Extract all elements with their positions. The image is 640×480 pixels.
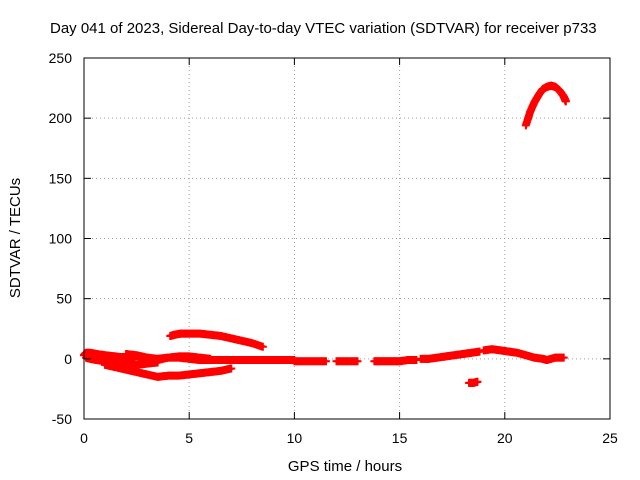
y-tick-label: 150 (49, 170, 73, 186)
y-tick-label: 0 (64, 351, 72, 367)
y-tick-label: 100 (49, 231, 73, 247)
data-point (258, 342, 267, 351)
series-track-g (332, 357, 362, 366)
data-point (353, 357, 362, 366)
x-tick-label: 15 (392, 430, 408, 446)
data-point (206, 354, 215, 363)
data-point (559, 353, 568, 362)
y-tick-label: 250 (49, 50, 73, 66)
series-track-f (290, 357, 330, 366)
data-point (321, 357, 330, 366)
x-axis-label: GPS time / hours (288, 458, 402, 475)
chart-title: Day 041 of 2023, Sidereal Day-to-day VTE… (50, 20, 597, 37)
data-point (473, 377, 482, 386)
x-tick-label: 5 (185, 430, 193, 446)
y-tick-label: -50 (52, 411, 72, 427)
x-tick-label: 25 (602, 430, 618, 446)
y-axis-label: SDTVAR / TECUs (7, 178, 24, 298)
y-tick-label: 200 (49, 110, 73, 126)
data-point (227, 364, 236, 373)
data-point (412, 356, 421, 365)
x-tick-label: 0 (80, 430, 88, 446)
series-track-j (465, 377, 482, 387)
series-track-c (122, 350, 215, 365)
x-tick-label: 10 (287, 430, 303, 446)
data-point (153, 358, 162, 367)
series-track-k (479, 345, 568, 365)
series-track-e (166, 329, 267, 351)
series-track-i (416, 347, 484, 363)
plot-area (80, 81, 570, 387)
x-tick-label: 20 (497, 430, 513, 446)
series-track-h (370, 356, 421, 366)
y-tick-label: 50 (56, 291, 72, 307)
axis-ticks: 0 5 10 15 20 25 -50 0 50 100 150 200 250 (49, 50, 618, 446)
data-point (475, 347, 484, 356)
series-track-l (521, 81, 570, 130)
data-point (561, 97, 570, 106)
